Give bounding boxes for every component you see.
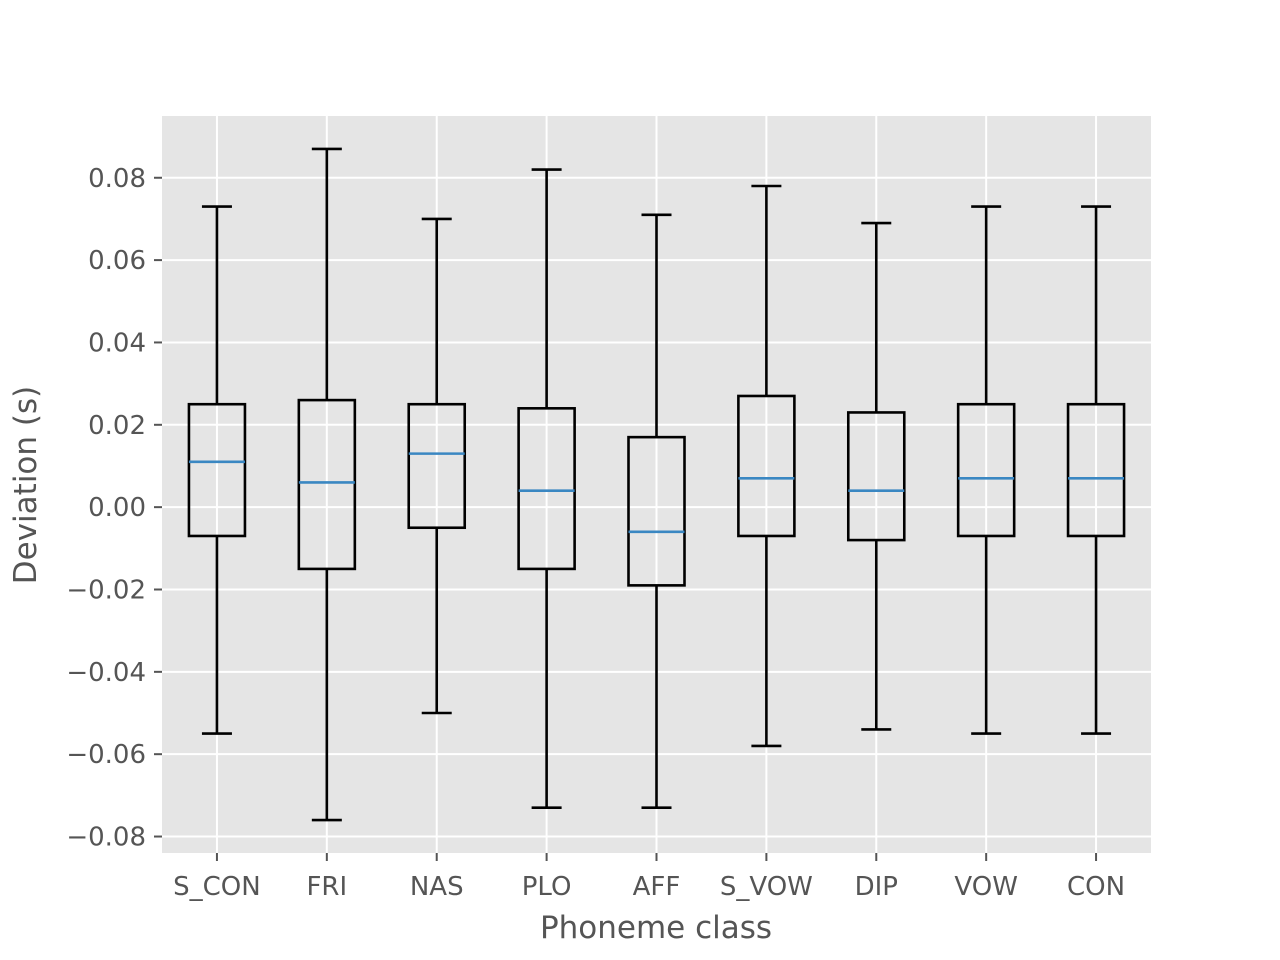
y-tick-label: 0.06 [88,246,146,276]
y-tick-label: 0.04 [88,328,146,358]
x-tick-label: DIP [855,872,898,902]
x-tick-label: FRI [306,872,347,902]
iqr-box [846,411,906,542]
boxes [187,147,1126,822]
box-con [1066,205,1126,735]
box-dip [846,221,906,731]
box-s-con [187,205,247,735]
x-axis-title: Phoneme class [540,910,772,946]
y-tick-label: −0.02 [66,575,146,605]
x-tick-label: S_VOW [720,872,813,902]
tick-labels: −0.08 −0.06 −0.04 −0.02 0.00 0.02 0.04 0.06 0.08… [66,164,1125,902]
iqr-box [407,402,467,530]
x-tick-label: VOW [954,872,1018,902]
axis-ticks [154,176,1098,861]
box-vow [956,205,1016,735]
iqr-box [627,435,686,587]
iqr-box [956,402,1016,538]
y-tick-label: −0.04 [66,658,146,688]
y-tick-label: −0.06 [66,740,146,770]
x-tick-label: AFF [633,872,681,902]
y-tick-label: 0.00 [88,493,146,523]
box-plo [517,168,576,810]
box-aff [627,213,686,810]
iqr-box [1066,402,1126,538]
box-s-vow [737,184,796,748]
y-tick-label: 0.08 [88,164,146,194]
iqr-box [737,394,796,538]
x-tick-label: S_CON [173,872,261,902]
box-fri [297,147,357,822]
iqr-box [187,402,247,538]
y-tick-label: 0.02 [88,411,146,441]
y-tick-label: −0.08 [66,823,146,853]
box-nas [407,217,467,715]
iqr-box [517,407,576,571]
y-axis-title: Deviation (s) [8,386,44,584]
x-tick-label: CON [1067,872,1125,902]
x-tick-label: PLO [522,872,572,902]
x-tick-label: NAS [410,872,464,902]
iqr-box [297,398,357,571]
